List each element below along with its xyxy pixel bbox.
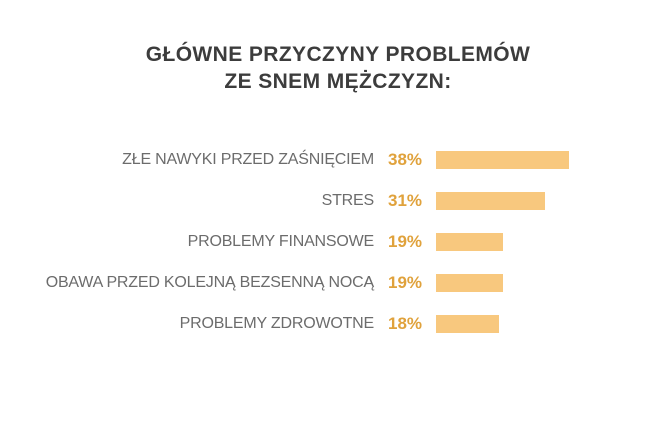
bar [436, 150, 569, 169]
category-label: ZŁE NAWYKI PRZED ZAŚNIĘCIEM [122, 150, 374, 168]
bar-chart-row: PROBLEMY ZDROWOTNE 18% [0, 303, 664, 344]
category-label: OBAWA PRZED KOLEJNĄ BEZSENNĄ NOCĄ [45, 273, 374, 291]
value-label: 31% [387, 190, 423, 210]
value-label: 19% [387, 272, 423, 292]
chart-title-line-2: ZE SNEM MĘŻCZYZN: [224, 70, 452, 93]
bar [436, 273, 503, 292]
bar [436, 314, 499, 333]
category-label: PROBLEMY ZDROWOTNE [179, 314, 375, 332]
bar-chart-row: STRES 31% [0, 180, 664, 221]
category-label: STRES [321, 191, 375, 209]
bar [436, 232, 503, 251]
bar-chart-row: PROBLEMY FINANSOWE 19% [0, 221, 664, 262]
value-label: 38% [387, 149, 423, 169]
bar-chart-row: OBAWA PRZED KOLEJNĄ BEZSENNĄ NOCĄ 19% [0, 262, 664, 303]
bar-chart-row: ZŁE NAWYKI PRZED ZAŚNIĘCIEM 38% [0, 139, 664, 180]
bar [436, 191, 545, 210]
value-label: 19% [387, 231, 423, 251]
category-label: PROBLEMY FINANSOWE [187, 232, 375, 250]
chart-title: GŁÓWNE PRZYCZYNY PROBLEMÓW ZE SNEM MĘŻCZ… [0, 41, 664, 95]
chart-title-line-1: GŁÓWNE PRZYCZYNY PROBLEMÓW [145, 43, 531, 66]
value-label: 18% [387, 313, 423, 333]
bar-chart: ZŁE NAWYKI PRZED ZAŚNIĘCIEM 38% STRES 31… [0, 139, 664, 344]
